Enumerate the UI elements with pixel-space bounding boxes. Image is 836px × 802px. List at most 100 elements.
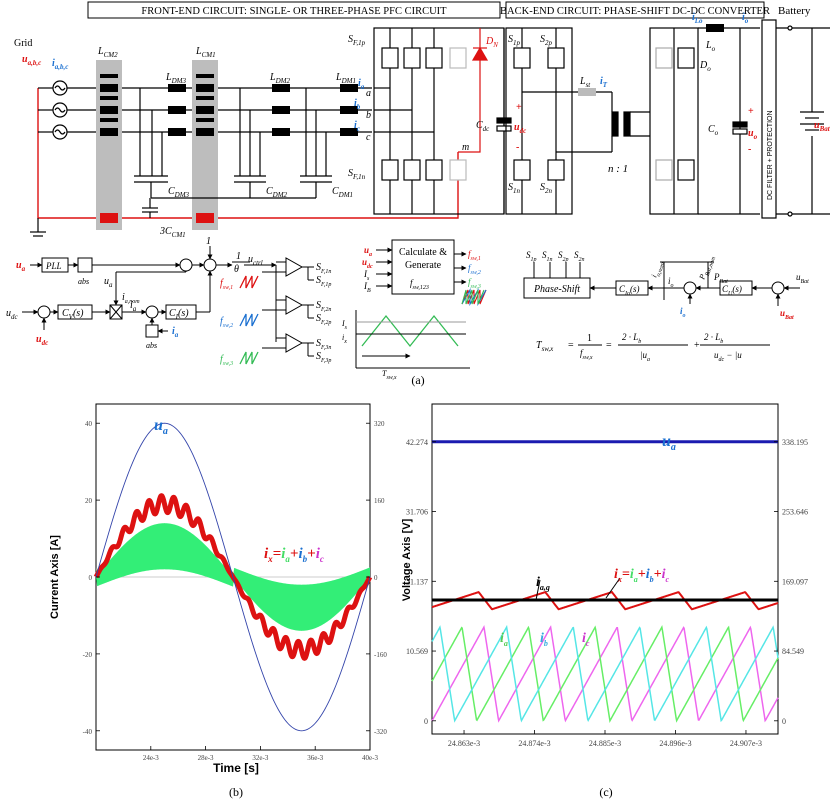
sum-node-udc (37, 305, 51, 319)
plot-c-xtick-label: 24.863e-3 (448, 739, 480, 748)
sf3p-label-c: SF,3p (316, 351, 331, 364)
cdm3-label: CDM3 (168, 186, 190, 199)
plot-b-xtick-label: 40e-3 (362, 754, 378, 762)
calc-in-ua: ua (364, 245, 372, 258)
plot-c-ylabel: Voltage Axis [V] (401, 518, 413, 601)
plot-b-ytick-left: 0 (89, 574, 93, 582)
formula-eq: = (568, 340, 574, 351)
out-fsw1: fsw,1 (468, 249, 481, 262)
plot-b-xtick-label: 24e-3 (143, 754, 159, 762)
ib-circuit-label: ib (354, 98, 361, 111)
cm-choke-neutral-windings (100, 213, 214, 223)
plot-b-ix-equation: ix=ia+ib+ic (264, 546, 324, 564)
ia-star-label: ia (130, 300, 137, 313)
cuo-label: CU(s) (722, 284, 742, 297)
tsw-label: Tsw,x (382, 369, 397, 381)
power-circuit (30, 19, 830, 237)
plot-b-ytick-right: -160 (374, 651, 387, 659)
plot-c-ytick-right: 169.097 (782, 577, 808, 586)
pll-label: PLL (45, 261, 62, 271)
plot-b-ytick-left: -40 (83, 728, 93, 736)
plot-b-ylabel: Current Axis [A] (49, 535, 61, 619)
sf2p-label-c: SF,2p (316, 313, 331, 326)
formula-num-1: 2 · Lb (622, 332, 641, 345)
plot-b-ua-label: ua (154, 417, 168, 437)
formula-lhs: Tsw,x (536, 340, 554, 353)
plot-c-ytick-left: 31.706 (406, 508, 428, 517)
dm-capacitors (134, 88, 332, 218)
plot-b: 24e-3 28e-3 32e-3 36e-3 40e-3 40 20 0 -20 -40 320 1… (49, 403, 387, 799)
s2n-label: S2n (540, 182, 553, 195)
plot-c-ytick-left: 0 (424, 717, 428, 726)
abs-block-1 (77, 257, 93, 273)
plot-c-ib-label: ib (540, 631, 548, 648)
series-ic-line (431, 625, 779, 723)
co-cap (732, 121, 748, 128)
ldm2-label: LDM2 (269, 72, 290, 85)
calc-in-is: Is (363, 269, 370, 282)
plot-b-xlabel: Time [s] (213, 761, 259, 775)
ic-circuit-label: ic (354, 120, 360, 133)
formula-plus: + (694, 340, 700, 351)
io-feedback: io (680, 306, 686, 319)
comparator-1 (262, 257, 314, 281)
uctrl-label: uctrl (248, 254, 263, 267)
s1n-label: S1n (508, 182, 521, 195)
formula-fsw: fsw,x (580, 348, 593, 361)
sf1n-label: SF,1n (348, 168, 366, 181)
plot-c-iag-label: ia,g (536, 575, 550, 592)
ci-label: CI(s) (169, 308, 189, 321)
cv-label: CV(s) (62, 308, 84, 321)
pbat-star-label: PBat (713, 272, 728, 285)
i-abc-label: ia,b,c (52, 58, 68, 71)
io-star-label: io (668, 276, 674, 289)
dc-filter-box (761, 19, 777, 219)
io-nom-label: io,nom (649, 259, 666, 280)
formula-eq2: = (606, 340, 612, 351)
front-end-title: FRONT-END CIRCUIT: SINGLE- OR THREE-PHAS… (141, 6, 447, 17)
sum-node-top (203, 258, 217, 272)
sf3n-label-c: SF,3n (316, 338, 331, 351)
neutral-line (37, 88, 459, 219)
lst-inductor (578, 88, 596, 96)
plot-b-ytick-left: -20 (83, 651, 93, 659)
comparator-2 (262, 295, 314, 319)
ia-feedback: ia (172, 326, 179, 339)
fsw3-label: fsw,3 (220, 354, 233, 367)
co-label: Co (708, 124, 719, 137)
plot-b-xtick-label: 32e-3 (252, 754, 268, 762)
svg-text:-: - (748, 144, 751, 155)
calc-generate-block (391, 239, 455, 295)
node-a: a (366, 88, 371, 99)
lcm2-label: LCM2 (97, 46, 118, 59)
sf1p-label-c: SF,1p (316, 275, 331, 288)
calc-in-udc: udc (362, 257, 373, 270)
series-ua-line (95, 422, 371, 732)
sum-node-io (683, 281, 697, 295)
out-fsw3: fsw,3 (468, 277, 481, 290)
uo-label: uo (748, 128, 758, 141)
udc-label: udc (514, 122, 526, 135)
abs-label-1: abs (78, 277, 89, 286)
cdc-label: Cdc (476, 120, 490, 133)
diode-dn (471, 46, 489, 61)
header: FRONT-END CIRCUIT: SINGLE- OR THREE-PHAS… (87, 1, 770, 19)
ia-circuit-label: ia (358, 78, 365, 91)
ps-out-1: S1p (526, 250, 537, 263)
dc-filter-label: DC FILTER + PROTECTION (767, 110, 774, 200)
dn-label: DN (485, 36, 498, 49)
plot-b-label: (b) (229, 785, 243, 799)
theta-label: θ (234, 264, 239, 275)
calc-line2: Generate (405, 260, 442, 271)
ldm3-label: LDM3 (165, 72, 186, 85)
sf1p-label: SF,1p (348, 34, 366, 47)
lo-label: Lo (705, 40, 716, 53)
plot-b-ytick-right: 320 (374, 420, 385, 428)
dm-inductors (168, 84, 358, 136)
grid-label: Grid (14, 38, 32, 49)
out-fsw2: fsw,2 (468, 263, 481, 276)
ps-out-2: S1n (542, 250, 553, 263)
ix-star-label: ix (342, 333, 347, 345)
plot-b-ytick-left: 40 (85, 420, 93, 428)
